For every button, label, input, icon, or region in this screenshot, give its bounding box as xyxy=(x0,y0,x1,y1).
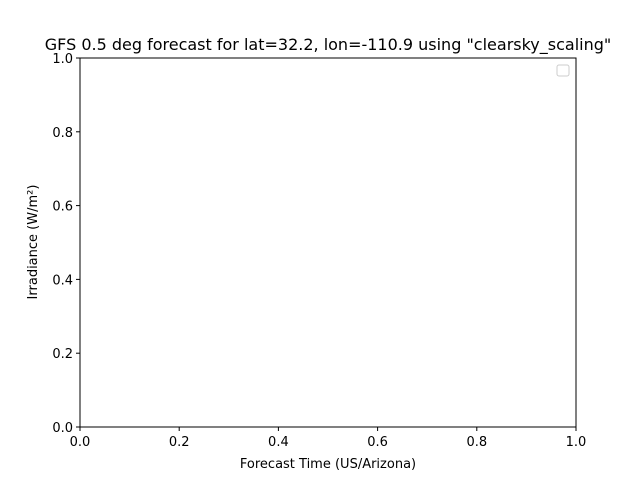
x-tick-label: 1.0 xyxy=(566,435,587,450)
chart-title: GFS 0.5 deg forecast for lat=32.2, lon=-… xyxy=(45,35,612,55)
legend xyxy=(556,64,570,77)
y-tick-label: 0.2 xyxy=(52,347,73,362)
y-tick-label: 0.0 xyxy=(52,421,73,436)
y-axis-ticks: 0.0 0.2 0.4 0.6 0.8 1.0 xyxy=(52,52,80,436)
x-axis-label: Forecast Time (US/Arizona) xyxy=(240,457,416,472)
x-axis-ticks: 0.0 0.2 0.4 0.6 0.8 1.0 xyxy=(70,427,587,450)
x-tick-label: 0.2 xyxy=(169,435,190,450)
y-tick-label: 1.0 xyxy=(52,52,73,67)
legend-box xyxy=(556,64,570,77)
x-tick-label: 0.4 xyxy=(268,435,289,450)
x-tick-label: 0.8 xyxy=(466,435,487,450)
y-tick-label: 0.4 xyxy=(52,273,73,288)
x-tick-label: 0.0 xyxy=(70,435,91,450)
x-tick-label: 0.6 xyxy=(367,435,388,450)
plot-area xyxy=(79,57,577,428)
y-tick-label: 0.8 xyxy=(52,126,73,141)
y-tick-label: 0.6 xyxy=(52,200,73,215)
y-axis-label: Irradiance (W/m²) xyxy=(26,185,41,300)
